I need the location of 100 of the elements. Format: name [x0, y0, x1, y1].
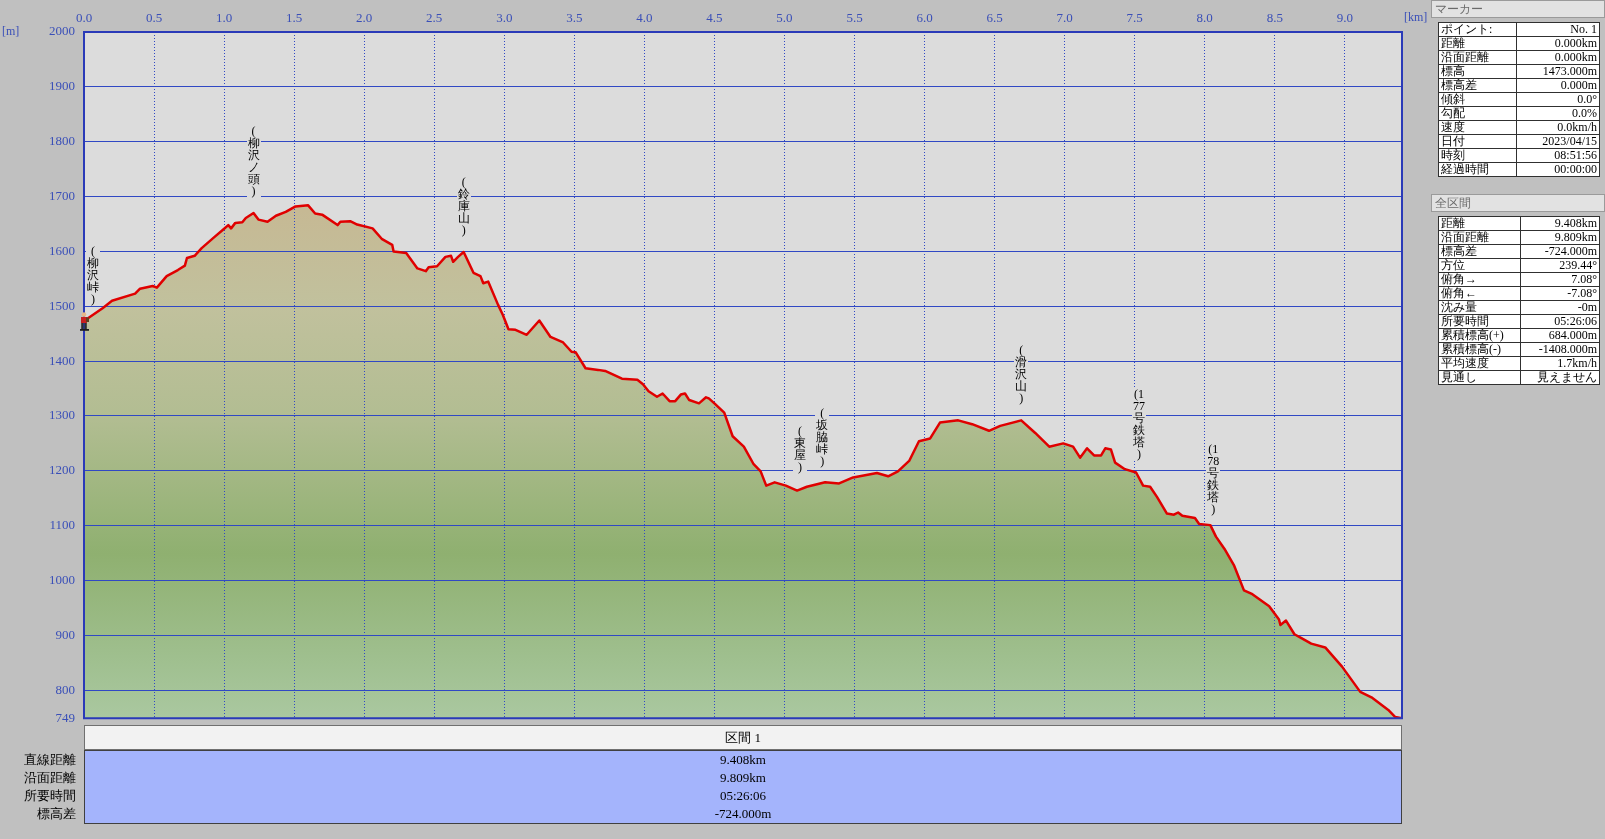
- annotation: (柳沢ノ頭): [246, 124, 261, 198]
- y-axis-title: [m]: [2, 24, 20, 39]
- text: 標高差: [1438, 244, 1521, 259]
- annotation: (滑沢山): [1014, 343, 1029, 406]
- y-tick-label: 1500: [49, 297, 75, 313]
- text: 0.000m: [1516, 78, 1600, 93]
- text: 沿面距離: [1438, 50, 1517, 65]
- x-tick-label: 8.0: [1196, 9, 1213, 25]
- text: No. 1: [1516, 22, 1600, 37]
- text: 9.408km: [719, 751, 767, 769]
- annotation: (柳沢峠): [86, 244, 100, 307]
- x-tick-label: 0.0: [75, 9, 93, 25]
- text: 勾配: [1438, 106, 1517, 121]
- text: 見えません: [1520, 370, 1600, 385]
- text: 見通し: [1438, 370, 1521, 385]
- text: 00:00:00: [1516, 162, 1600, 177]
- text: 沈み量: [1438, 300, 1521, 315]
- y-tick-label: 1900: [49, 78, 75, 94]
- x-tick-label: 7.5: [1126, 9, 1143, 25]
- x-tick-label: 6.5: [986, 9, 1003, 25]
- text: 9.809km: [719, 769, 767, 787]
- text: 沿面距離: [1438, 230, 1521, 245]
- text: 標高: [1438, 64, 1517, 79]
- text: 沿面距離: [23, 769, 76, 787]
- text: 区間 1: [84, 725, 1402, 750]
- text: -724.000m: [1520, 244, 1600, 259]
- text: 05:26:06: [718, 787, 768, 805]
- x-tick-label: 4.5: [706, 9, 723, 25]
- x-tick-label: 5.5: [846, 9, 863, 25]
- text: 0.0km/h: [1516, 120, 1600, 135]
- y-tick-label: 900: [55, 626, 75, 642]
- text: 2023/04/15: [1516, 134, 1600, 149]
- text: -1408.000m: [1520, 342, 1600, 357]
- text: 08:51:56: [1516, 148, 1600, 163]
- text: 0.0%: [1516, 106, 1600, 121]
- text: マーカー: [1431, 0, 1605, 18]
- text: 傾斜: [1438, 92, 1517, 107]
- text: 平均速度: [1438, 356, 1521, 371]
- annotation: (鈴庫山): [456, 174, 471, 237]
- text: 標高差: [36, 805, 76, 823]
- y-tick-label: 2000: [49, 23, 75, 39]
- x-tick-label: 2.5: [426, 9, 443, 25]
- text: ポイント:: [1438, 22, 1517, 37]
- text: 9.408km: [1520, 216, 1600, 231]
- annotation: (178号鉄塔): [1206, 442, 1221, 517]
- x-tick-label: 1.0: [215, 9, 233, 25]
- y-tick-label: 1400: [49, 352, 75, 368]
- y-tick-label: 1100: [49, 517, 75, 533]
- text: 方位: [1438, 258, 1521, 273]
- text: 05:26:06: [1520, 314, 1600, 329]
- annotation: (177号鉄塔): [1131, 387, 1146, 462]
- text: 俯角←: [1438, 286, 1521, 301]
- x-tick-label: 3.0: [496, 9, 513, 25]
- text: -0m: [1520, 300, 1600, 315]
- text: 累積標高(+): [1438, 328, 1521, 343]
- x-tick-label: 5.0: [776, 9, 793, 25]
- x-tick-label: 6.0: [916, 9, 933, 25]
- x-tick-label: 2.0: [356, 9, 373, 25]
- text: 俯角→: [1438, 272, 1521, 287]
- text: -724.000m: [713, 805, 773, 823]
- text: 1473.000m: [1516, 64, 1600, 79]
- text: 直線距離: [23, 751, 76, 769]
- text: 0.0°: [1516, 92, 1600, 107]
- text: 所要時間: [23, 787, 76, 805]
- x-tick-label: 8.5: [1266, 9, 1283, 25]
- text: 標高差: [1438, 78, 1517, 93]
- text: 239.44°: [1520, 258, 1600, 273]
- text: 684.000m: [1520, 328, 1600, 343]
- y-tick-label: 1000: [49, 571, 75, 587]
- y-tick-label: 1600: [49, 242, 75, 258]
- y-tick-label: 1800: [49, 133, 75, 149]
- y-tick-label: 1200: [49, 462, 75, 478]
- x-axis-title: [km]: [1404, 10, 1428, 25]
- x-tick-label: 9.0: [1336, 9, 1353, 25]
- text: 0.000km: [1516, 50, 1600, 65]
- text: 累積標高(-): [1438, 342, 1521, 357]
- text: 経過時間: [1438, 162, 1517, 177]
- y-tick-label: 800: [55, 681, 75, 697]
- text: 7.08°: [1520, 272, 1600, 287]
- text: 速度: [1438, 120, 1517, 135]
- text: 1.7km/h: [1520, 356, 1600, 371]
- text: 時刻: [1438, 148, 1517, 163]
- text: 0.000km: [1516, 36, 1600, 51]
- text: 全区間: [1431, 194, 1605, 212]
- text: 距離: [1438, 36, 1517, 51]
- x-tick-label: 0.5: [145, 9, 163, 25]
- x-tick-label: 7.0: [1056, 9, 1073, 25]
- text: 所要時間: [1438, 314, 1521, 329]
- x-tick-label: 1.5: [286, 9, 303, 25]
- annotation: (坂脇峠): [815, 405, 830, 468]
- text: 日付: [1438, 134, 1517, 149]
- y-tick-label: 749: [55, 709, 75, 725]
- x-tick-label: 3.5: [566, 9, 583, 25]
- y-tick-label: 1300: [49, 407, 75, 423]
- y-tick-label: 1700: [49, 187, 75, 203]
- annotation: (東屋): [792, 424, 807, 475]
- text: 距離: [1438, 216, 1521, 231]
- x-tick-label: 4.0: [636, 9, 653, 25]
- text: 9.809km: [1520, 230, 1600, 245]
- text: -7.08°: [1520, 286, 1600, 301]
